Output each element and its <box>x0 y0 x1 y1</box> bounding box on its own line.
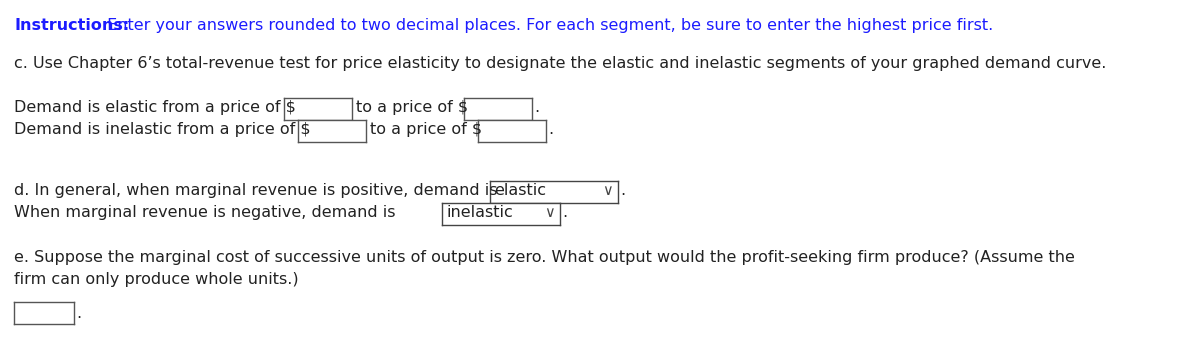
Text: inelastic: inelastic <box>446 205 512 220</box>
Text: .: . <box>548 122 553 137</box>
Text: to a price of $: to a price of $ <box>370 122 482 137</box>
Text: c. Use Chapter 6’s total-revenue test for price elasticity to designate the elas: c. Use Chapter 6’s total-revenue test fo… <box>14 56 1106 71</box>
Text: d. In general, when marginal revenue is positive, demand is: d. In general, when marginal revenue is … <box>14 183 503 198</box>
Text: firm can only produce whole units.): firm can only produce whole units.) <box>14 272 299 287</box>
Text: ∨: ∨ <box>602 183 613 198</box>
Text: .: . <box>620 183 625 198</box>
Text: Demand is elastic from a price of $: Demand is elastic from a price of $ <box>14 100 296 115</box>
Text: Enter your answers rounded to two decimal places. For each segment, be sure to e: Enter your answers rounded to two decima… <box>102 18 994 33</box>
Text: ∨: ∨ <box>544 205 554 220</box>
Text: Demand is inelastic from a price of $: Demand is inelastic from a price of $ <box>14 122 311 137</box>
Text: elastic: elastic <box>494 183 546 198</box>
Text: .: . <box>534 100 539 115</box>
Text: Instructions:: Instructions: <box>14 18 130 33</box>
Text: .: . <box>76 306 82 321</box>
Text: e. Suppose the marginal cost of successive units of output is zero. What output : e. Suppose the marginal cost of successi… <box>14 250 1075 265</box>
Text: to a price of $: to a price of $ <box>356 100 468 115</box>
Text: .: . <box>562 205 568 220</box>
Text: When marginal revenue is negative, demand is: When marginal revenue is negative, deman… <box>14 205 401 220</box>
